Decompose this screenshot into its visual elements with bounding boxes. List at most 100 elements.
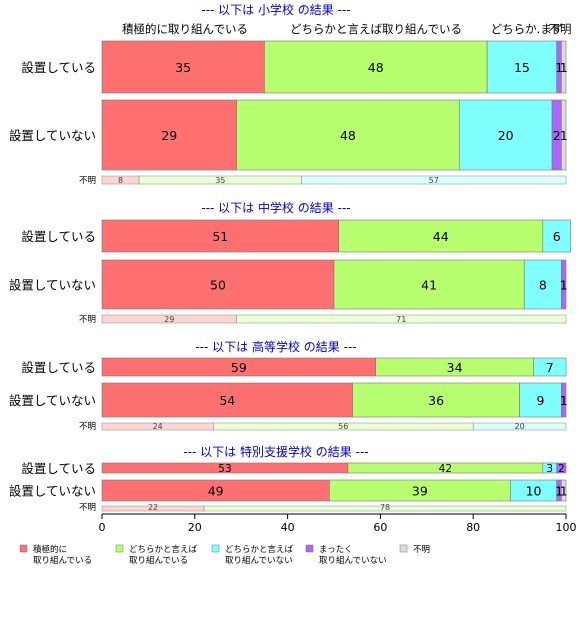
legend-label: 取り組んでいる [33, 555, 92, 566]
row-label: 設置していない [9, 484, 96, 499]
unknown-data-label: 22 [148, 503, 158, 512]
panel-title: --- 以下は 特別支援学校 の結果 --- [183, 444, 368, 459]
panel-title: --- 以下は 中学校 の結果 --- [201, 200, 350, 215]
x-tick-label: 40 [281, 521, 295, 534]
bar-segment [338, 219, 544, 253]
bar-segment [556, 462, 567, 474]
data-label: 1 [555, 60, 563, 75]
row-label: 設置している [21, 360, 96, 375]
row-label: 設置している [21, 229, 96, 244]
unknown-row-label: 不明 [79, 176, 96, 186]
category-header-label: 積極的に取り組んでいる [122, 22, 248, 36]
row-label: 設置していない [9, 128, 96, 143]
data-label: 48 [368, 60, 384, 75]
legend-label: 取り組んでいない [319, 555, 387, 566]
bar-segment [519, 382, 562, 418]
legend-label: 積極的に [33, 544, 67, 555]
unknown-data-label: 20 [515, 422, 525, 431]
x-tick-label: 0 [99, 521, 106, 534]
bar-segment [561, 99, 567, 171]
data-label: 1 [560, 483, 568, 498]
row-label: 設置している [21, 60, 96, 75]
data-label: 15 [514, 60, 530, 75]
bar-segment [352, 382, 520, 418]
data-label: 29 [161, 128, 177, 143]
data-label: 1 [560, 277, 568, 292]
unknown-segment [472, 422, 567, 431]
data-label: 7 [546, 360, 554, 375]
bar-segment [523, 259, 562, 310]
category-header-label: どちらかと言えば取り組んでいる [290, 22, 462, 36]
unknown-data-label: 35 [215, 176, 225, 185]
category-header-label: 不明 [549, 22, 572, 36]
unknown-data-label: 29 [164, 315, 174, 324]
bar-segment [533, 357, 567, 377]
data-label: 10 [526, 483, 542, 498]
legend-swatch [19, 544, 28, 553]
data-label: 44 [433, 229, 449, 244]
bar-segment [561, 40, 567, 94]
panel-title: --- 以下は 小学校 の結果 --- [201, 2, 350, 17]
data-label: 53 [218, 463, 231, 475]
unknown-data-label: 56 [338, 422, 348, 431]
panel-title: --- 以下は 高等学校 の結果 --- [195, 339, 356, 354]
data-label: 1 [560, 128, 568, 143]
unknown-data-label: 57 [429, 176, 439, 185]
bar-segment [542, 219, 571, 253]
data-label: 1 [555, 483, 563, 498]
bar-segment [561, 259, 567, 310]
legend-swatch [115, 544, 124, 553]
bar-segment [561, 382, 567, 418]
bar-segment [333, 259, 525, 310]
data-label: 49 [208, 483, 224, 498]
data-label: 35 [175, 60, 191, 75]
bar-segment [101, 219, 339, 253]
x-tick-label: 20 [188, 521, 202, 534]
unknown-data-label: 71 [396, 315, 406, 324]
row-label: 設置している [21, 461, 96, 476]
data-label: 2 [558, 463, 565, 475]
unknown-row-label: 不明 [79, 503, 96, 513]
data-label: 2 [553, 128, 561, 143]
data-label: 42 [439, 463, 452, 475]
data-label: 9 [537, 393, 545, 408]
row-label: 設置していない [9, 278, 96, 293]
legend-label: どちらかと言えば [129, 544, 198, 555]
data-label: 8 [539, 277, 547, 292]
data-label: 51 [212, 229, 228, 244]
data-label: 59 [231, 360, 247, 375]
category-header-label: どちらか.まず [491, 22, 564, 36]
legend-swatch [211, 544, 220, 553]
data-label: 48 [340, 128, 356, 143]
unknown-segment [301, 175, 567, 185]
legend-label: どちらかと言えば [225, 544, 294, 555]
bar-segment [101, 259, 335, 310]
data-label: 50 [210, 277, 226, 292]
data-label: 3 [546, 463, 553, 475]
x-tick-label: 60 [373, 521, 387, 534]
data-label: 1 [560, 60, 568, 75]
bar-segment [264, 40, 488, 94]
unknown-segment [236, 314, 567, 324]
legend-label: 取り組んでいる [129, 555, 188, 566]
data-label: 6 [553, 229, 561, 244]
bar-segment [236, 99, 460, 171]
legend-label: 不明 [413, 545, 430, 555]
legend-swatch [305, 544, 314, 553]
data-label: 20 [498, 128, 514, 143]
unknown-data-label: 78 [380, 503, 390, 512]
unknown-data-label: 8 [118, 176, 123, 185]
x-tick-label: 80 [466, 521, 480, 534]
data-label: 34 [447, 360, 463, 375]
x-tick-label: 100 [556, 521, 577, 534]
data-label: 1 [560, 393, 568, 408]
unknown-segment [203, 505, 567, 512]
unknown-data-label: 24 [153, 422, 163, 431]
unknown-row-label: 不明 [79, 422, 96, 432]
legend-label: 取り組んでいない [225, 555, 293, 566]
row-label: 設置していない [9, 393, 96, 408]
data-label: 54 [219, 393, 235, 408]
legend-label: まったく [319, 545, 353, 555]
data-label: 36 [428, 393, 444, 408]
